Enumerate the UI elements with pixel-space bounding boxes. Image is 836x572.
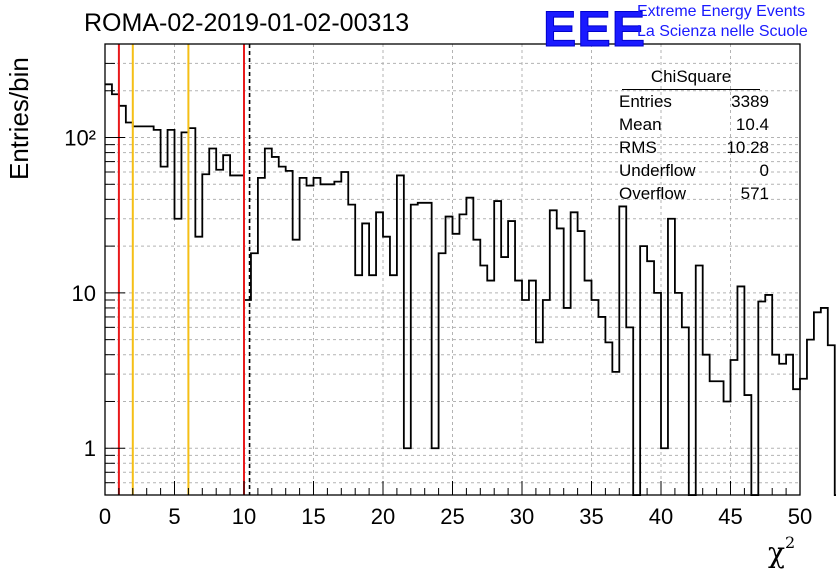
x-tick-label: 50	[788, 504, 812, 529]
stats-box: ChiSquare Entries 3389 Mean 10.4 RMS 10.28 …	[612, 66, 772, 205]
stats-row-mean: Mean 10.4	[612, 113, 772, 136]
x-tick-label: 35	[579, 504, 603, 529]
stats-label: RMS	[619, 138, 657, 157]
stats-value: 571	[740, 184, 769, 203]
x-axis-label: χ2	[768, 532, 796, 569]
logo-line-2: La Scienza nelle Scuole	[637, 23, 808, 40]
stats-value: 3389	[731, 92, 769, 111]
stats-value: 0	[759, 161, 769, 180]
x-tick-label: 25	[440, 504, 464, 529]
x-tick-label: 0	[99, 504, 111, 529]
histogram-series	[105, 83, 836, 496]
x-tick-label: 40	[649, 504, 673, 529]
x-tick-label: 5	[168, 504, 180, 529]
marker-lines	[117, 44, 251, 495]
stats-label: Overflow	[619, 184, 687, 203]
stats-row-entries: Entries 3389	[612, 90, 772, 113]
histogram-step-line	[105, 83, 836, 496]
eee-logo: EEE	[542, 1, 647, 58]
stats-row-rms: RMS 10.28	[612, 136, 772, 159]
stats-value: 10.4	[735, 115, 769, 134]
chart-title: ROMA-02-2019-01-02-00313	[84, 9, 410, 37]
x-tick-label: 20	[371, 504, 395, 529]
y-tick-label: 10	[72, 281, 96, 306]
x-tick-label: 10	[232, 504, 256, 529]
grid-lines	[105, 43, 800, 496]
x-tick-label: 45	[718, 504, 742, 529]
stats-label: Mean	[619, 115, 662, 134]
tick-labels: 0 5 10 15 20 25 30 35 40 45 50 1 10 10²	[64, 126, 812, 529]
stats-label: Entries	[619, 92, 672, 111]
x-axis-label-sup: 2	[784, 532, 796, 552]
y-axis-label: Entries/bin	[4, 57, 34, 180]
stats-row-underflow: Underflow 0	[612, 159, 772, 182]
stats-label: Underflow	[619, 161, 696, 180]
x-axis-label-base: χ	[768, 536, 785, 569]
y-tick-label: 10²	[64, 126, 96, 151]
stats-value: 10.28	[726, 138, 769, 157]
axis-ticks	[104, 43, 801, 496]
x-tick-label: 15	[301, 504, 325, 529]
x-tick-label: 30	[510, 504, 534, 529]
stats-row-overflow: Overflow 571	[612, 182, 772, 205]
logo-line-1: Extreme Energy Events	[637, 3, 806, 20]
y-tick-label: 1	[84, 436, 96, 461]
stats-title: ChiSquare	[622, 66, 760, 90]
